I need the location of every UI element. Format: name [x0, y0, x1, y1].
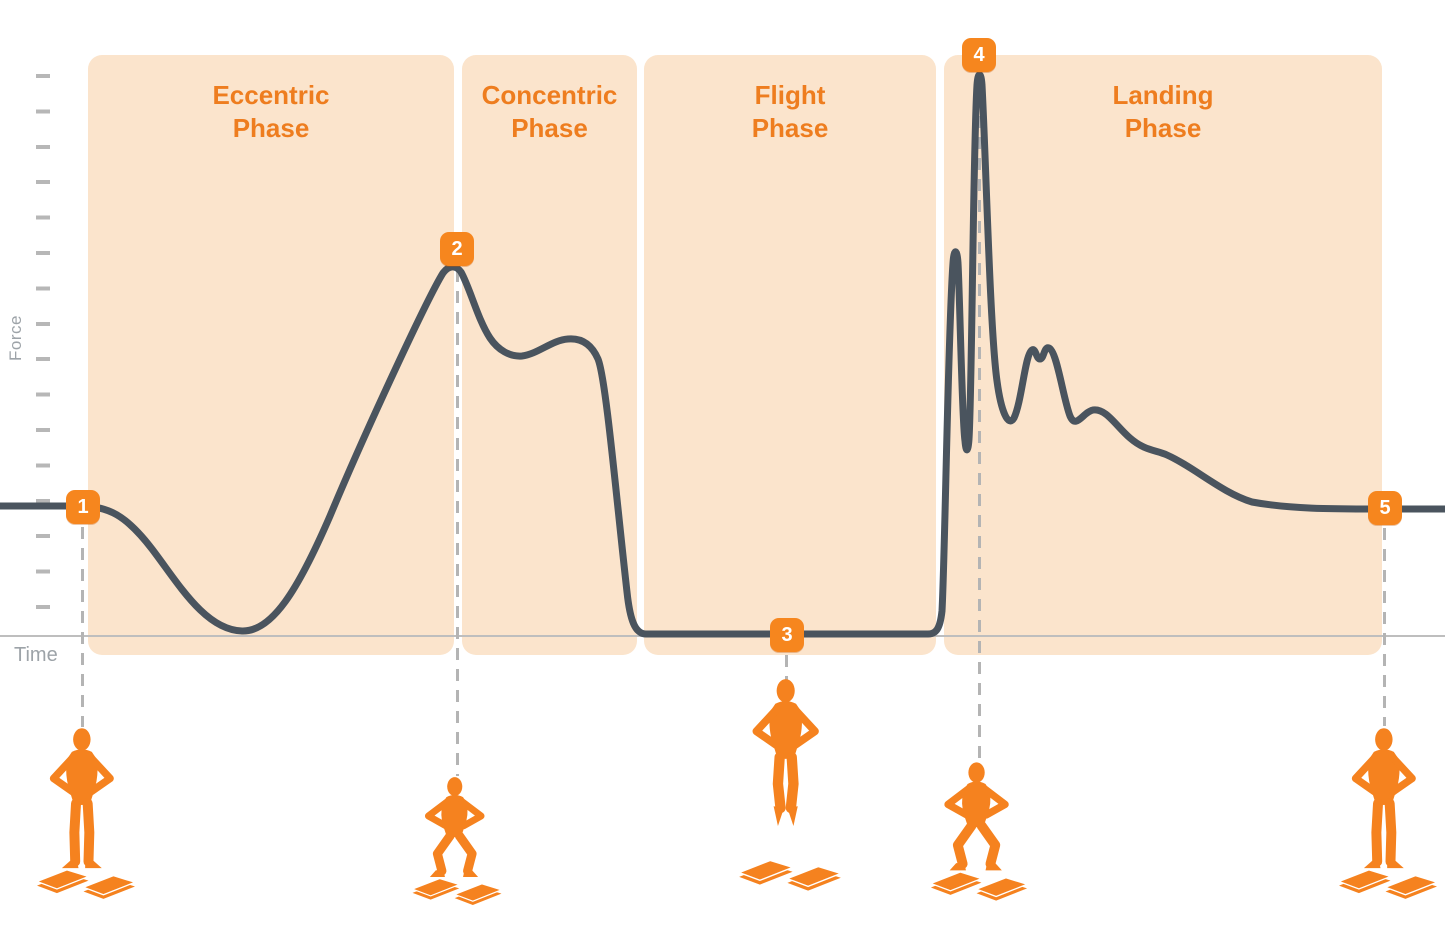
- marker-4: 4: [962, 38, 996, 72]
- figure-squat-countermovement: [408, 776, 506, 908]
- phase-box-concentric: Concentric Phase: [462, 55, 637, 655]
- figure-standing-end: [1334, 726, 1442, 909]
- connector-line-3: [785, 655, 788, 681]
- marker-3: 3: [770, 618, 804, 652]
- phase-box-flight: Flight Phase: [644, 55, 936, 655]
- x-axis-line: [0, 635, 1445, 637]
- y-axis-tick-marks: [36, 74, 50, 611]
- phase-title-eccentric: Eccentric Phase: [212, 80, 330, 143]
- phase-title-landing: Landing Phase: [1112, 80, 1214, 143]
- figure-airborne-flight: [734, 677, 846, 901]
- connector-line-5: [1383, 528, 1386, 726]
- phase-title-flight: Flight Phase: [751, 80, 829, 143]
- phase-title-concentric: Concentric Phase: [481, 80, 618, 143]
- connector-line-4: [978, 74, 981, 762]
- connector-line-1: [81, 527, 84, 727]
- y-axis-label: Force: [6, 315, 25, 361]
- marker-5: 5: [1368, 491, 1402, 525]
- phase-box-landing: Landing Phase: [944, 55, 1382, 655]
- marker-1: 1: [66, 490, 100, 524]
- connector-line-2: [456, 270, 459, 776]
- marker-2: 2: [440, 232, 474, 266]
- phase-box-eccentric: Eccentric Phase: [88, 55, 454, 655]
- x-axis-label: Time: [14, 644, 58, 666]
- figure-standing-start: [32, 726, 140, 909]
- figure-landing-squat: [926, 761, 1032, 904]
